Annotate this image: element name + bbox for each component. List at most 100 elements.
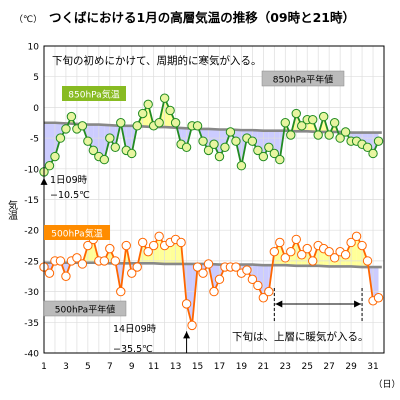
series-850-point: [44, 161, 55, 171]
anomaly-fill: [98, 124, 105, 160]
x-tick-label: 13: [170, 362, 181, 372]
x-tick-label: 7: [107, 362, 113, 372]
legend-500-normal-label: 500hPa平年値: [55, 304, 115, 316]
x-tick-label: 11: [148, 362, 159, 372]
series-850-point: [132, 121, 142, 131]
series-850-point: [110, 142, 120, 153]
legend-500-box: [44, 225, 110, 240]
legend-850-normal-label: 850hPa平年値: [273, 74, 333, 86]
series-500-point: [44, 268, 55, 278]
series-850-point: [335, 133, 345, 143]
x-tick-label: 15: [192, 362, 203, 372]
series-850-point: [258, 151, 269, 162]
series-850-point: [99, 154, 110, 165]
series-500-point: [116, 286, 126, 297]
series-850-point: [247, 136, 258, 146]
series-500-point: [55, 256, 66, 266]
series-500-point: [275, 237, 285, 248]
series-500-point: [362, 256, 373, 266]
note-top: 下旬の初めにかけて、周期的に寒気が入る。: [52, 54, 261, 67]
x-tick-label: 5: [85, 362, 91, 372]
series-500-point: [264, 286, 274, 297]
series-850-point: [225, 127, 236, 137]
y-tick-label: -30: [24, 288, 39, 298]
y-tick-label: -20: [24, 227, 39, 237]
y-tick-label: -40: [24, 350, 39, 360]
series-850-point: [236, 161, 247, 171]
series-500-point: [357, 240, 367, 251]
legend-500-normal-box: [43, 300, 127, 317]
note-bottom: 下旬は、上層に暖気が入る。: [232, 330, 369, 343]
series-500-point: [247, 274, 258, 285]
series-850-point: [61, 124, 71, 134]
x-tick-label: 17: [214, 362, 225, 372]
series-500-point: [105, 243, 115, 254]
series-850-point: [324, 130, 334, 140]
anomaly-fill: [186, 263, 193, 326]
x-tick-label: 3: [63, 362, 69, 372]
grid-layer: [44, 46, 384, 353]
series-850-point: [83, 136, 93, 146]
annotation-2-arrow-head: [183, 331, 191, 339]
series-850-point: [231, 136, 241, 146]
series-500-point: [198, 268, 208, 278]
legend-850-normal-box: [261, 70, 345, 87]
series-850-point: [88, 145, 99, 156]
series-850-point: [286, 130, 296, 140]
series-500-point: [308, 256, 318, 266]
series-500-point: [121, 240, 131, 251]
series-500-point: [72, 253, 82, 263]
series-500-point: [148, 240, 159, 251]
series-850-point: [181, 142, 192, 153]
x-tick-label: 27: [323, 362, 334, 372]
anomaly-fill: [44, 122, 50, 172]
series-500-point: [77, 259, 88, 269]
legend-850-label: 850hPa気温: [68, 89, 119, 101]
series-500-point: [83, 240, 93, 251]
x-tick-label: 29: [345, 362, 357, 372]
x-tick-label: 9: [129, 362, 135, 372]
annotation-1-value: −10.5℃: [50, 190, 90, 201]
series-500-point: [286, 246, 296, 257]
y-tick-label: 0: [33, 104, 39, 114]
series-850-point: [116, 118, 126, 128]
series-500-point: [346, 237, 356, 248]
series-850-point: [159, 93, 170, 103]
x-tick-label: 19: [236, 362, 248, 372]
x-tick-label: 1: [41, 362, 47, 372]
series-500-point: [242, 265, 252, 275]
y-tick-label: 10: [28, 43, 40, 53]
y-ticks: 10 5 0 -5 -10 -15 -20 -25 -30 -35 -40: [24, 43, 39, 360]
series-850-point: [362, 142, 373, 153]
series-850-point: [77, 121, 88, 131]
series-500-point: [258, 293, 269, 303]
anomaly-fill: [153, 236, 160, 264]
series-850-point: [203, 145, 214, 156]
y-tick-label: -15: [24, 196, 39, 206]
series-850-point: [313, 130, 323, 140]
series-850-point: [373, 136, 384, 146]
anomaly-fill: [219, 129, 225, 157]
series-850-point: [170, 118, 181, 128]
annotation-2-value: −35.5℃: [113, 344, 153, 355]
series-500-point: [132, 262, 142, 272]
series-500-point: [138, 237, 148, 248]
series-500-point: [351, 231, 362, 242]
y-tick-label: -25: [24, 257, 39, 267]
anomaly-fill: [373, 267, 379, 301]
x-tick-label: 25: [301, 362, 312, 372]
y-tick-label: -10: [24, 165, 39, 175]
series-500-point: [110, 256, 120, 266]
series-850-point: [198, 136, 208, 146]
series-500-point: [324, 246, 334, 257]
series-850-point: [291, 108, 301, 119]
series-500-point: [297, 250, 307, 260]
series-850-point: [143, 99, 153, 110]
y-axis-label: 気温: [6, 199, 18, 220]
annotation-1-time: 1日09時: [50, 175, 88, 186]
series-500-point: [269, 246, 280, 257]
series-850-point: [192, 121, 203, 131]
series-850-point: [55, 133, 66, 143]
x-unit: （日）: [373, 379, 400, 390]
